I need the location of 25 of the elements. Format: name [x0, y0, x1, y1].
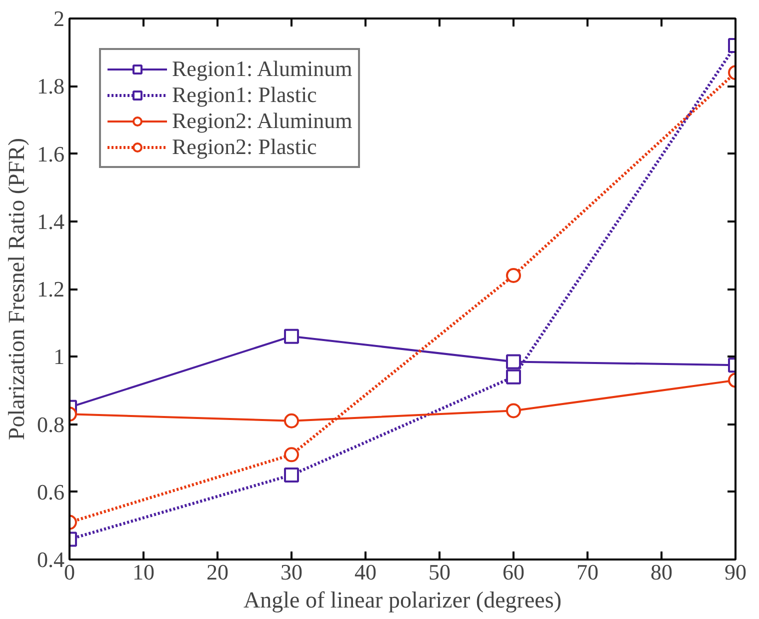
- x-tick-label: 90: [724, 560, 746, 584]
- y-tick-label: 1.8: [37, 74, 64, 99]
- legend-label: Region2: Plastic: [172, 134, 317, 160]
- x-tick-label: 60: [502, 560, 524, 584]
- y-tick-label: 2: [54, 6, 64, 31]
- y-tick-label: 0.6: [37, 479, 64, 504]
- x-tick-label: 30: [280, 560, 302, 584]
- x-tick-label: 50: [428, 560, 450, 584]
- y-tick-label: 0.4: [37, 547, 64, 572]
- y-tick-label: 0.8: [37, 412, 64, 437]
- x-tick-label: 40: [354, 560, 376, 584]
- x-tick-label: 70: [576, 560, 598, 584]
- legend-label: Region2: Aluminum: [172, 108, 352, 134]
- y-tick-label: 1.6: [37, 141, 64, 166]
- legend-label: Region1: Aluminum: [172, 56, 352, 82]
- y-tick-label: 1.4: [37, 208, 64, 234]
- y-axis-title: Polarization Fresnel Ratio (PFR): [4, 138, 29, 440]
- legend-label: Region1: Plastic: [172, 82, 317, 108]
- x-tick-label: 20: [206, 560, 228, 584]
- x-tick-label: 0: [64, 560, 75, 584]
- y-tick-label: 1: [54, 344, 64, 370]
- x-tick-label: 10: [132, 560, 154, 584]
- x-tick-label: 80: [650, 560, 672, 584]
- x-axis-title: Angle of linear polarizer (degrees): [244, 588, 562, 612]
- y-tick-label: 1.2: [37, 276, 64, 302]
